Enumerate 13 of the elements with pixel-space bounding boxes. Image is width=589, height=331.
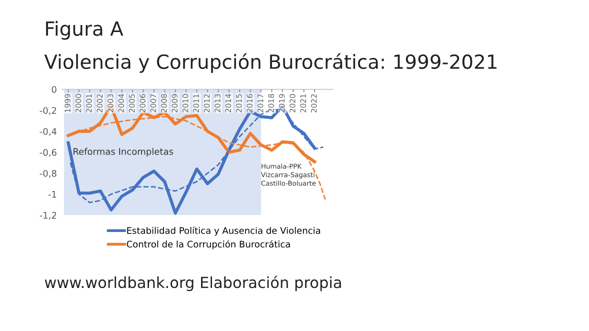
y-tick-label: -0,2	[40, 107, 56, 115]
text: www.worldbank.org Elaboración propia	[44, 276, 341, 292]
y-tick-label: 0	[52, 86, 56, 93]
y-tick-label: -0,4	[40, 128, 56, 136]
band-label: Reformas Incompletas	[74, 148, 174, 157]
y-tick-label: -0,6	[40, 148, 56, 157]
chart-subtitle: Violencia y Corrupción Burocrática: 1999-2021	[44, 53, 496, 73]
y-tick-label: -1	[48, 191, 56, 198]
legend-label: Control de la Corrupción Burocrática	[126, 240, 290, 250]
chart-title: Figura A	[46, 20, 124, 40]
legend-label: Estabilidad Política y Ausencia de Violencia	[127, 226, 320, 236]
y-tick-label: -1,2	[40, 212, 56, 220]
y-tick-label: -0,8	[40, 170, 56, 178]
